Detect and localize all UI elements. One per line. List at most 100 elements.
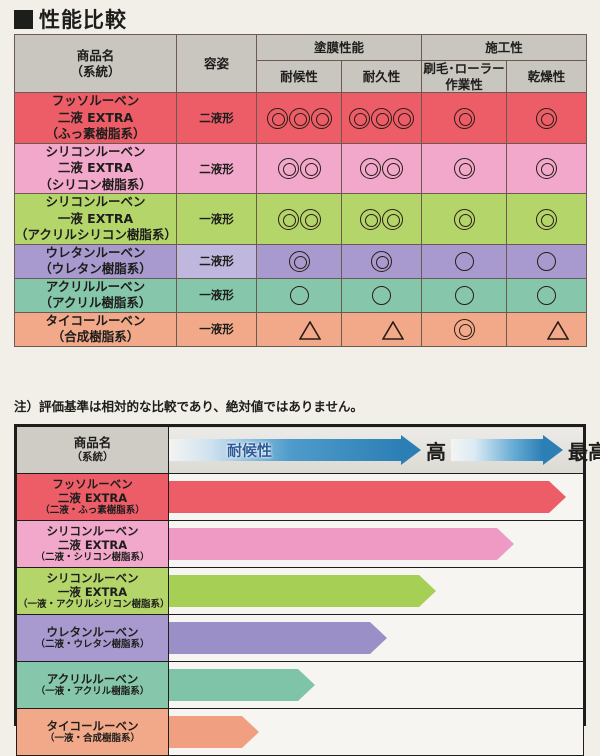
double-circle-icon: [393, 107, 414, 129]
rating-weather-cell: [256, 277, 342, 313]
product-form-cell: 一液形: [176, 311, 257, 347]
header-brush-line2: 作業性: [445, 76, 483, 92]
chart-header-product-line2: （系統）: [71, 451, 114, 464]
product-form-cell: 二液形: [176, 243, 257, 279]
chart-scale-header: 耐候性 高 最高: [168, 426, 600, 474]
rating-brush-cell: [421, 243, 508, 279]
chart-product-name-line: 一液 EXTRA: [57, 585, 128, 600]
double-circle-icon: [310, 107, 332, 129]
product-name-line: （アクリルシリコン樹脂系）: [15, 227, 177, 243]
table-header-group-row: 商品名 （系統） 容姿 塗膜性能 施工性: [14, 33, 588, 94]
double-circle-icon: [266, 107, 288, 129]
double-circle-icon: [536, 107, 558, 129]
table-row: タイコールーベン （合成樹脂系） 一液形: [14, 311, 588, 347]
chart-bar-cell: [168, 661, 584, 709]
product-name-line: シリコンルーベン: [45, 194, 146, 210]
chart-bar-cell: [168, 567, 584, 615]
footnote: 注）評価基準は相対的な比較であり、絶対値ではありません。: [14, 399, 364, 414]
rating-durability-cell: [340, 92, 423, 144]
chart-bar-cell: [168, 473, 584, 521]
product-name-cell: ウレタンルーベン （ウレタン樹脂系）: [14, 243, 177, 279]
chart-product-name-cell: アクリルルーベン （一液・アクリル樹脂系）: [16, 661, 169, 709]
double-circle-icon: [277, 158, 299, 179]
single-circle-icon: [289, 285, 309, 305]
chart-product-name-line: 二液 EXTRA: [57, 538, 128, 553]
page-title-text: 性能比較: [39, 8, 127, 32]
product-name-cell: シリコンルーベン 二液 EXTRA （シリコン樹脂系）: [14, 142, 177, 195]
rating-weather-cell: [256, 243, 342, 279]
chart-row: タイコールーベン （一液・合成樹脂系）: [16, 708, 584, 756]
chart-bar-cell: [168, 708, 584, 756]
double-circle-icon: [453, 107, 475, 129]
chart-product-name-line: （二液・ウレタン樹脂系）: [35, 639, 150, 651]
product-form-cell: 二液形: [176, 142, 257, 195]
product-name-line: ウレタンルーベン: [45, 244, 146, 260]
chart-row: ウレタンルーベン （二液・ウレタン樹脂系）: [16, 614, 584, 662]
table-row: フッソルーベン 二液 EXTRA （ふっ素樹脂系） 二液形: [14, 92, 588, 144]
chart-product-name-cell: ウレタンルーベン （二液・ウレタン樹脂系）: [16, 614, 169, 662]
double-circle-icon: [371, 107, 392, 129]
product-name-cell: タイコールーベン （合成樹脂系）: [14, 311, 177, 347]
chart-product-name-line: アクリルルーベン: [46, 672, 139, 687]
double-circle-icon: [453, 158, 475, 179]
rating-brush-cell: [421, 92, 508, 144]
double-circle-icon: [360, 158, 381, 179]
chart-header-row: 商品名 （系統） 耐候性 高: [16, 426, 600, 474]
chart-row: アクリルルーベン （一液・アクリル樹脂系）: [16, 661, 584, 709]
chart-product-name-cell: タイコールーベン （一液・合成樹脂系）: [16, 708, 169, 756]
header-form: 容姿: [176, 33, 257, 94]
scale-arrows: 耐候性 高 最高: [169, 428, 600, 472]
double-circle-icon: [536, 158, 558, 179]
double-circle-icon: [371, 250, 392, 272]
weather-arrow-label: 耐候性: [227, 441, 273, 460]
product-name-cell: フッソルーベン 二液 EXTRA （ふっ素樹脂系）: [14, 92, 177, 144]
product-name-line: （合成樹脂系）: [51, 329, 140, 345]
chart-bar-cell: [168, 520, 584, 568]
rating-brush-cell: [421, 193, 508, 245]
chart-product-name-cell: シリコンルーベン 一液 EXTRA （一液・アクリルシリコン樹脂系）: [16, 567, 170, 615]
chart-product-name-line: （一液・合成樹脂系）: [44, 733, 140, 745]
product-name-line: 一液 EXTRA: [57, 210, 134, 226]
double-circle-icon: [349, 107, 370, 129]
double-circle-icon: [382, 208, 403, 230]
product-name-cell: シリコンルーベン 一液 EXTRA （アクリルシリコン樹脂系）: [14, 193, 177, 245]
table-row: ウレタンルーベン （ウレタン樹脂系） 二液形: [14, 243, 588, 279]
chart-header-product: 商品名 （系統）: [16, 426, 169, 474]
chart-product-name-line: （一液・アクリル樹脂系）: [35, 686, 150, 698]
header-durability: 耐久性: [340, 59, 423, 94]
rating-drying-cell: [506, 193, 588, 245]
table-header-sub-row: 耐候性 耐久性 刷毛･ローラー 作業性 乾燥性: [15, 59, 588, 94]
header-group-workability: 施工性: [421, 34, 588, 61]
header-drying: 乾燥性: [506, 59, 588, 94]
scale-label-high: 高: [426, 439, 446, 464]
rating-durability-cell: [340, 142, 423, 195]
bar-silicon-one-part: [169, 575, 583, 607]
header-weather-resistance: 耐候性: [256, 59, 342, 94]
chart-product-name-line: フッソルーベン: [52, 477, 133, 492]
chart-product-name-line: ウレタンルーベン: [46, 625, 139, 640]
triangle-icon: [537, 320, 569, 340]
double-circle-icon: [288, 250, 310, 272]
chart-product-name-line: タイコールーベン: [46, 719, 139, 734]
product-form-cell: 一液形: [176, 277, 257, 313]
single-circle-icon: [372, 285, 391, 305]
rating-drying-cell: [506, 142, 588, 195]
triangle-icon: [289, 320, 321, 340]
product-name-line: （アクリル樹脂系）: [39, 295, 152, 311]
header-product-line2: （系統）: [70, 63, 121, 79]
bar-fusso: [169, 481, 583, 513]
chart-product-name-cell: シリコンルーベン 二液 EXTRA （二液・シリコン樹脂系）: [16, 520, 169, 568]
chart-product-name-line: （一液・アクリルシリコン樹脂系）: [18, 599, 170, 611]
header-group-film-performance: 塗膜性能: [255, 34, 423, 61]
rating-durability-cell: [340, 277, 423, 313]
double-circle-icon: [453, 318, 475, 340]
rating-durability-cell: [340, 243, 423, 279]
double-circle-icon: [360, 208, 381, 230]
rating-drying-cell: [506, 277, 588, 313]
rating-weather-cell: [256, 92, 342, 144]
chart-header-product-line1: 商品名: [73, 435, 112, 451]
header-brush-line1: 刷毛･ローラー: [423, 61, 505, 76]
triangle-icon: [372, 320, 404, 340]
title-square-icon: [14, 9, 33, 29]
